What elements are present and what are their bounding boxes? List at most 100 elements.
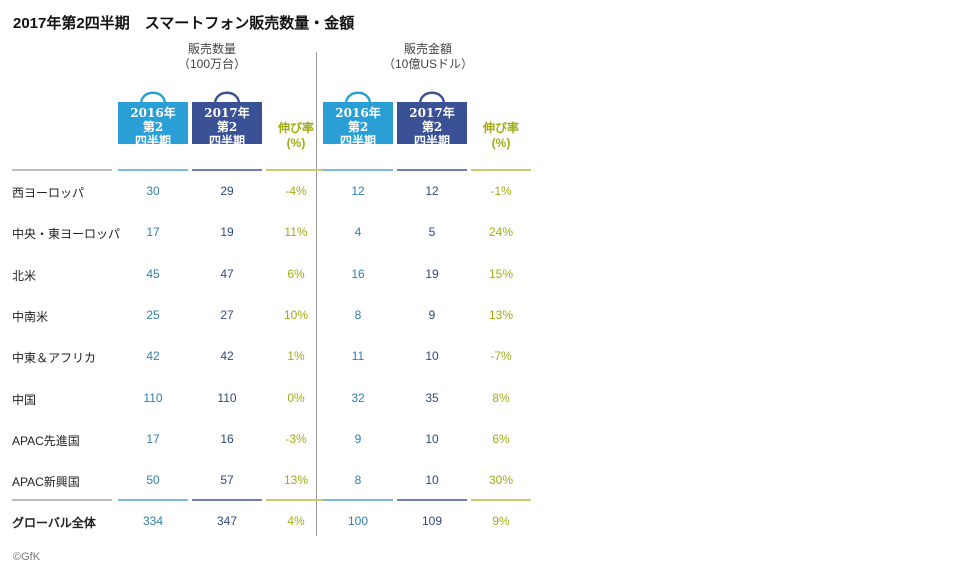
group-divider bbox=[316, 52, 317, 536]
units-2016-cell: 30 bbox=[146, 184, 160, 198]
value-2016-cell: 9 bbox=[354, 432, 362, 446]
value-y2017-header-label: 2017年 第2 四半期 bbox=[397, 106, 467, 148]
region-label: APAC新興国 bbox=[12, 475, 80, 489]
value-growth-header: 伸び率 (%) bbox=[471, 121, 531, 151]
total-units-growth-cell: 4% bbox=[287, 514, 305, 528]
units-2016-cell: 110 bbox=[143, 391, 163, 405]
bag-label-line: 2016年 bbox=[130, 106, 176, 120]
total-value-2017-cell: 109 bbox=[421, 514, 443, 528]
bag-label-line: 第2 bbox=[347, 120, 369, 134]
value-2016-cell: 32 bbox=[351, 391, 365, 405]
region-label: 中南米 bbox=[12, 310, 49, 324]
value-2017-cell: 19 bbox=[425, 267, 439, 281]
units-2017-cell: 47 bbox=[220, 267, 234, 281]
units-2016-cell: 25 bbox=[146, 308, 160, 322]
bag-label-line: 四半期 bbox=[339, 134, 376, 148]
units-growth-cell: -4% bbox=[285, 184, 307, 198]
units-y2017-bag-icon: 2017年 第2 四半期 bbox=[192, 86, 262, 148]
value-header-line1: 販売金額 bbox=[403, 42, 452, 56]
total-separator-units-growth bbox=[266, 499, 326, 501]
bag-label-line: 2016年 bbox=[335, 106, 381, 120]
region-label: 中央・東ヨーロッパ bbox=[12, 227, 121, 241]
bag-label-line: 第2 bbox=[142, 120, 164, 134]
value-2016-cell: 8 bbox=[354, 308, 362, 322]
units-2017-cell: 110 bbox=[217, 391, 237, 405]
units-growth-underline bbox=[266, 169, 326, 171]
total-separator-value-growth bbox=[471, 499, 531, 501]
units-2016-cell: 17 bbox=[146, 432, 160, 446]
units-growth-cell: 13% bbox=[283, 473, 309, 487]
total-units-2016-cell: 334 bbox=[142, 514, 164, 528]
value-2017-cell: 10 bbox=[425, 432, 439, 446]
units-header-line2: （100万台） bbox=[177, 57, 247, 71]
units-2017-cell: 27 bbox=[220, 308, 234, 322]
value-growth-cell: -7% bbox=[490, 349, 512, 363]
units-growth-cell: 11% bbox=[284, 225, 308, 239]
units-y2017-underline bbox=[192, 169, 262, 171]
bag-label-line: 第2 bbox=[216, 120, 238, 134]
value-y2016-header-label: 2016年 第2 四半期 bbox=[323, 106, 393, 148]
total-separator-value-y2017 bbox=[397, 499, 467, 501]
value-growth-cell: -1% bbox=[490, 184, 512, 198]
value-growth-cell: 6% bbox=[492, 432, 510, 446]
units-y2016-bag-icon: 2016年 第2 四半期 bbox=[118, 86, 188, 148]
total-separator-region bbox=[12, 499, 112, 501]
value-y2017-underline bbox=[397, 169, 467, 171]
growth-header-line: (%) bbox=[491, 136, 511, 150]
units-2016-cell: 42 bbox=[146, 349, 160, 363]
units-2017-cell: 42 bbox=[220, 349, 234, 363]
units-growth-header: 伸び率 (%) bbox=[266, 121, 326, 151]
value-2017-cell: 10 bbox=[425, 473, 439, 487]
units-growth-cell: -3% bbox=[285, 432, 307, 446]
value-2017-cell: 5 bbox=[428, 225, 436, 239]
units-2017-cell: 19 bbox=[220, 225, 234, 239]
value-2017-cell: 10 bbox=[425, 349, 439, 363]
total-value-growth-cell: 9% bbox=[492, 514, 510, 528]
value-growth-cell: 8% bbox=[492, 391, 510, 405]
units-y2016-header-label: 2016年 第2 四半期 bbox=[118, 106, 188, 148]
value-growth-cell: 30% bbox=[488, 473, 514, 487]
total-value-2016-cell: 100 bbox=[347, 514, 369, 528]
page-title: 2017年第2四半期 スマートフォン販売数量・金額 bbox=[13, 15, 355, 32]
value-header-line2: （10億USドル） bbox=[382, 57, 474, 71]
units-2017-cell: 16 bbox=[220, 432, 234, 446]
units-group-header: 販売数量 （100万台） bbox=[127, 42, 297, 72]
units-growth-cell: 6% bbox=[287, 267, 305, 281]
region-label: 西ヨーロッパ bbox=[12, 186, 85, 200]
value-2016-cell: 12 bbox=[351, 184, 365, 198]
units-growth-cell: 0% bbox=[287, 391, 305, 405]
region-label: 中東＆アフリカ bbox=[12, 351, 97, 365]
growth-header-line: 伸び率 bbox=[277, 121, 314, 135]
value-y2016-bag-icon: 2016年 第2 四半期 bbox=[323, 86, 393, 148]
value-y2017-bag-icon: 2017年 第2 四半期 bbox=[397, 86, 467, 148]
value-group-header: 販売金額 （10億USドル） bbox=[343, 42, 513, 72]
value-growth-cell: 13% bbox=[488, 308, 514, 322]
copyright-credit: ©GfK bbox=[13, 551, 41, 563]
growth-header-line: 伸び率 bbox=[482, 121, 519, 135]
value-2016-cell: 8 bbox=[354, 473, 362, 487]
value-2017-cell: 9 bbox=[428, 308, 436, 322]
units-2016-cell: 45 bbox=[146, 267, 160, 281]
total-separator-units-y2017 bbox=[192, 499, 262, 501]
total-separator-units-y2016 bbox=[118, 499, 188, 501]
total-separator-value-y2016 bbox=[323, 499, 393, 501]
bag-label-line: 四半期 bbox=[413, 134, 450, 148]
value-growth-cell: 24% bbox=[488, 225, 514, 239]
units-header-line1: 販売数量 bbox=[187, 42, 236, 56]
units-2016-cell: 50 bbox=[146, 473, 160, 487]
growth-header-line: (%) bbox=[286, 136, 306, 150]
units-2017-cell: 57 bbox=[220, 473, 234, 487]
units-growth-cell: 10% bbox=[283, 308, 309, 322]
region-label: 北米 bbox=[12, 269, 37, 283]
value-2017-cell: 12 bbox=[425, 184, 439, 198]
total-row-label: グローバル全体 bbox=[12, 516, 96, 530]
value-2016-cell: 11 bbox=[351, 349, 365, 363]
value-growth-cell: 15% bbox=[488, 267, 514, 281]
units-y2017-header-label: 2017年 第2 四半期 bbox=[192, 106, 262, 148]
region-label: 中国 bbox=[12, 393, 37, 407]
bag-label-line: 2017年 bbox=[204, 106, 250, 120]
units-y2016-underline bbox=[118, 169, 188, 171]
value-2016-cell: 4 bbox=[354, 225, 362, 239]
total-units-2017-cell: 347 bbox=[216, 514, 238, 528]
value-y2016-underline bbox=[323, 169, 393, 171]
